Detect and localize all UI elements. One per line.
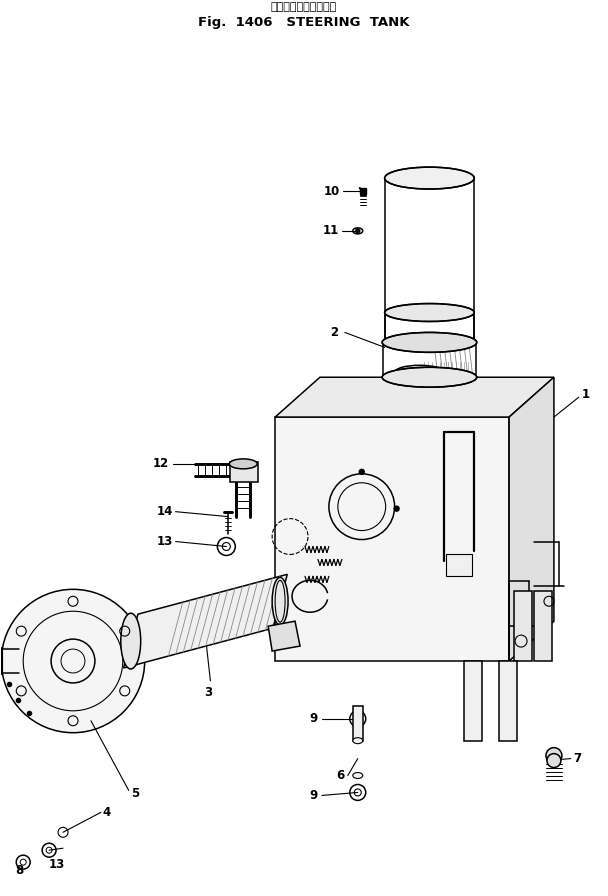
Polygon shape (275, 417, 509, 661)
Text: 14: 14 (156, 505, 173, 518)
Circle shape (394, 506, 399, 511)
Bar (353, 706, 363, 741)
Text: 4: 4 (103, 806, 111, 819)
Bar (499, 661, 517, 741)
Ellipse shape (385, 304, 474, 322)
Polygon shape (509, 377, 554, 661)
Circle shape (359, 470, 364, 474)
Ellipse shape (229, 459, 257, 469)
Bar (360, 188, 366, 196)
Bar (514, 591, 532, 661)
Text: ステアリング　タンク: ステアリング タンク (271, 2, 337, 12)
Bar (465, 661, 482, 741)
Polygon shape (275, 377, 554, 417)
Ellipse shape (395, 366, 444, 379)
Text: Fig.  1406   STEERING  TANK: Fig. 1406 STEERING TANK (198, 16, 410, 29)
Ellipse shape (382, 367, 477, 387)
Text: 13: 13 (49, 858, 65, 871)
Ellipse shape (121, 613, 140, 669)
Polygon shape (268, 621, 300, 651)
Ellipse shape (353, 772, 363, 779)
Ellipse shape (385, 168, 474, 189)
Text: 9: 9 (309, 789, 318, 802)
Text: 3: 3 (204, 686, 212, 699)
Circle shape (546, 747, 562, 763)
Text: 7: 7 (573, 752, 581, 765)
Text: 8: 8 (15, 864, 24, 876)
Text: 11: 11 (323, 224, 339, 237)
Text: 13: 13 (156, 535, 173, 548)
Polygon shape (123, 574, 288, 668)
Text: 2: 2 (330, 326, 338, 339)
Text: 12: 12 (153, 457, 168, 470)
Circle shape (329, 474, 395, 539)
Bar (534, 591, 552, 661)
Ellipse shape (353, 737, 363, 744)
Bar (446, 555, 472, 576)
Text: 10: 10 (323, 185, 340, 197)
Circle shape (1, 590, 145, 733)
Ellipse shape (382, 332, 477, 352)
Text: 6: 6 (337, 769, 345, 782)
Bar (230, 461, 258, 482)
Circle shape (547, 754, 561, 768)
Text: 1: 1 (582, 388, 590, 401)
Ellipse shape (272, 577, 288, 625)
Circle shape (356, 228, 360, 233)
Text: 5: 5 (131, 787, 139, 800)
Text: 9: 9 (309, 712, 318, 725)
